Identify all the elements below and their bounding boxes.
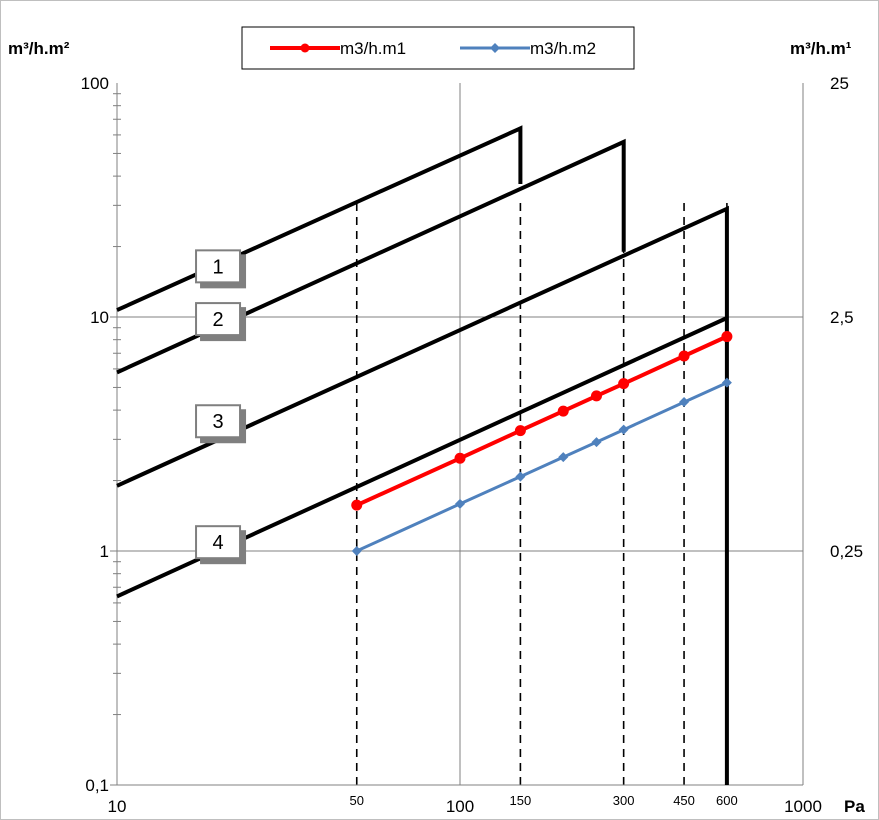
x-tick-label-secondary: 300	[613, 793, 635, 808]
y-tick-label-left: 100	[81, 74, 109, 93]
x-tick-label-secondary: 50	[350, 793, 364, 808]
series-2-point	[558, 452, 569, 463]
series-1-point	[351, 499, 363, 511]
legend-marker-m1	[300, 43, 310, 53]
y-tick-label-right: 0,25	[830, 542, 863, 561]
x-tick-label-secondary: 150	[510, 793, 532, 808]
y-tick-label-left: 10	[90, 308, 109, 327]
class-label-2: 2	[195, 302, 247, 342]
class-1-line	[116, 125, 523, 312]
legend: m3/h.m1 m3/h.m2	[241, 26, 635, 70]
series-1-point	[514, 425, 526, 437]
y-tick-label-left: 1	[100, 542, 109, 561]
y-tick-label-right: 25	[830, 74, 849, 93]
series-1-point	[721, 331, 733, 343]
axes	[110, 83, 804, 786]
tick-labels: 0,1 1 10 100 0,25 2,5 25 10 100 1000 50 150 300 450 60…	[81, 74, 863, 816]
class-label-text: 3	[212, 411, 223, 433]
series-2-point	[351, 546, 362, 556]
series-1-point	[454, 452, 466, 464]
y-tick-label-left: 0,1	[85, 776, 109, 795]
y-tick-label-right: 2,5	[830, 308, 854, 327]
x-tick-label: 100	[446, 797, 474, 816]
class-2-line	[116, 138, 626, 375]
class-label-text: 4	[212, 532, 223, 554]
class-label-box	[195, 249, 242, 284]
class-label-1: 1	[195, 249, 247, 289]
series-1-point	[557, 405, 569, 417]
legend-label-m1: m3/h.m1	[340, 39, 406, 58]
class-label-4: 4	[195, 525, 247, 565]
series-1-point	[618, 378, 630, 390]
x-tick-label-secondary: 600	[716, 793, 738, 808]
series-2-point	[591, 437, 602, 448]
series-1-line	[355, 334, 728, 508]
x-tick-label-secondary: 450	[673, 793, 695, 808]
series-2-point	[721, 377, 732, 388]
series-2-line	[356, 381, 728, 553]
class-label-box	[195, 404, 242, 439]
y-axis-title-left: m³/h.m²	[8, 39, 70, 58]
class-label-3: 3	[195, 404, 247, 444]
series-2-point	[618, 424, 629, 435]
legend-marker-m2	[490, 43, 500, 53]
class-label-box	[195, 302, 242, 337]
y-axis-title-right: m³/h.m¹	[790, 39, 852, 58]
series-2-point	[455, 498, 465, 509]
legend-label-m2: m3/h.m2	[530, 39, 596, 58]
series-2-point	[679, 397, 690, 408]
x-tick-label: 1000	[784, 797, 822, 816]
class-label-box	[195, 525, 242, 560]
series-1-point	[590, 390, 602, 402]
series-2-point	[515, 471, 526, 482]
x-tick-label: 10	[108, 797, 127, 816]
series-1-point	[678, 350, 690, 362]
class-3-line	[116, 205, 729, 785]
series-layer	[351, 331, 733, 556]
class-labels: 1 2 3 4	[195, 249, 247, 565]
x-axis-title: Pa	[844, 797, 865, 816]
class-label-text: 2	[212, 309, 223, 331]
class-label-text: 1	[212, 256, 223, 278]
